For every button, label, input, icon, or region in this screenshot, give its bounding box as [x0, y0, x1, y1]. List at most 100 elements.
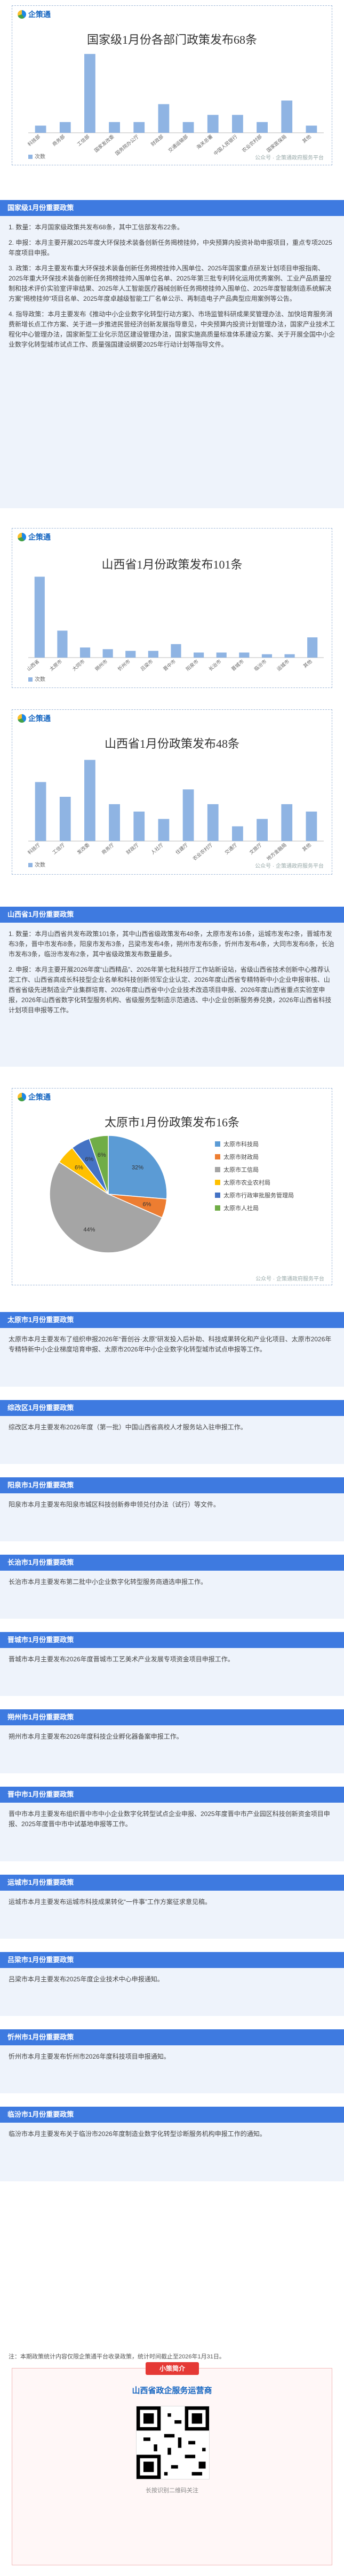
shanxi-48-bar-chart: 科技厅 工信厅 发改委 商务厅 财政厅 人社厅 住建厅 农业农村厅 交通厅 文旅厅 地方金融局 其他次…	[27, 759, 324, 869]
national-para-3: 3. 政策：本月主要发布重大环保技术装备创新任务揭榜挂帅入围单位、2025年国家…	[9, 265, 332, 302]
logo-icon	[18, 10, 26, 19]
x-tick-label: 财政部	[149, 133, 164, 147]
watermark: 公众号 · 企策通政府服务平台	[255, 862, 324, 869]
section-title-zonggai: 综改区1月份重要政策	[0, 1400, 344, 1416]
bar	[232, 115, 243, 133]
section-body-jinzhong: 晋中市本月主要发布组织晋中市中小企业数字化转型试点企业申报、2025年度晋中市产…	[0, 1803, 344, 1861]
bar	[182, 122, 194, 133]
pie-pct-label: 6%	[75, 1164, 83, 1171]
brand-logo: 企策通	[18, 532, 51, 542]
x-tick-label: 海关总署	[195, 133, 214, 150]
taiyuan-pie-chart: 32%6%44%6%6%6%太原市科技局太原市财政局太原市工信局太原市农业农村局…	[49, 1135, 324, 1282]
footer-note: 注：本期政策统计内容仅限企策通平台收录政策，统计时间截止至2026年1月31日。	[9, 2354, 225, 2360]
section-title-national: 国家级1月份重要政策	[0, 200, 344, 216]
x-tick-label: 国家医保局	[265, 133, 287, 153]
bar	[239, 652, 250, 658]
bar	[158, 819, 170, 841]
watermark: 公众号 · 企策通政府服务平台	[255, 1275, 324, 1282]
shanxi-48-chart-card: 企策通 山西省1月份政策发布48条 科技厅 工信厅 发改委 商务厅 财政厅 人社厅 住建厅农…	[12, 709, 332, 875]
bar	[281, 804, 293, 841]
brand-logo: 企策通	[18, 9, 51, 20]
legend-label: 太原市财政局	[223, 1153, 259, 1161]
bar	[306, 811, 317, 841]
legend-label: 太原市人社局	[223, 1204, 259, 1212]
legend-swatch	[215, 1193, 220, 1198]
bar	[232, 826, 243, 841]
x-tick-label: 国务院办公厅	[114, 133, 140, 156]
section-body-national: 1. 数量：本月国家级政策共发布68条，其中工信部发布22条。 2. 申报：本月…	[0, 216, 344, 508]
bar	[133, 122, 145, 133]
section-body-lvliang: 吕梁市本月主要发布2025年度企业技术中心申报通知。	[0, 1968, 344, 2016]
pie-slice	[108, 1135, 167, 1199]
section-body-shanxi: 1. 数量：本月山西省共发布政策101条，其中山西省级政策发布48条，太原市发布…	[0, 923, 344, 1067]
x-tick-label: 农业农村部	[241, 133, 263, 153]
section-title-jinzhong: 晋中市1月份重要政策	[0, 1787, 344, 1803]
chart-title: 太原市1月份政策发布16条	[104, 1116, 239, 1129]
x-tick-label: 太原市	[48, 658, 63, 672]
bar	[109, 122, 120, 133]
taiyuan-pie-card: 企策通 太原市1月份政策发布16条 32% 6% 44% 6% 6% 6% 太原市科技局 太原…	[12, 1088, 332, 1285]
legend-swatch	[28, 677, 33, 682]
x-tick-label: 阳泉市	[185, 658, 199, 672]
jinzhong-para: 晋中市本月主要发布组织晋中市中小企业数字化转型试点企业申报、2025年度晋中市产…	[9, 1810, 330, 1828]
legend-swatch	[28, 155, 33, 159]
x-tick-label: 商务部	[51, 133, 66, 147]
pie-pct-label: 6%	[85, 1156, 93, 1163]
x-tick-label: 国家发改委	[93, 133, 115, 153]
bar	[84, 759, 95, 841]
x-tick-label: 长治市	[207, 658, 222, 672]
bar	[194, 652, 204, 658]
x-tick-label: 工信厅	[51, 842, 66, 855]
section-body-taiyuan: 太原市本月主要发布了组织申报2026年“晋创谷·太原”研发投入后补助、科技成果转…	[0, 1328, 344, 1387]
zonggai-para: 综改区本月主要发布2026年度（第一批）中国山西省高校人才服务站入驻申报工作。	[9, 1423, 247, 1431]
watermark: 公众号 · 企策通政府服务平台	[255, 154, 324, 161]
yuncheng-para: 运城市本月主要发布运城市科技成果转化“一件事”工作方案征求意见稿。	[9, 1898, 211, 1906]
bar	[207, 115, 219, 133]
section-title-yangquan: 阳泉市1月份重要政策	[0, 1477, 344, 1493]
lvliang-para: 吕梁市本月主要发布2025年度企业技术中心申报通知。	[9, 1975, 164, 1983]
section-title-shuozhou: 朔州市1月份重要政策	[0, 1709, 344, 1725]
bar	[35, 782, 46, 841]
bar	[216, 652, 227, 658]
x-tick-label: 晋中市	[162, 658, 177, 672]
x-tick-label: 晋城市	[230, 658, 245, 672]
x-tick-label: 朔州市	[94, 658, 109, 672]
x-tick-label: 工信部	[76, 133, 91, 147]
section-body-yuncheng: 运城市本月主要发布运城市科技成果转化“一件事”工作方案征求意见稿。	[0, 1891, 344, 1939]
bar	[171, 644, 181, 658]
legend-label: 次数	[35, 861, 45, 868]
legend-swatch	[215, 1141, 220, 1147]
bar	[257, 122, 268, 133]
x-tick-label: 财政厅	[125, 842, 140, 855]
legend-label: 次数	[35, 676, 45, 683]
linfen-para: 临汾市本月主要发布关于临汾市2026年度制造业数字化转型诊断服务机构申报工作的通…	[9, 2130, 266, 2138]
x-tick-label: 其他	[301, 842, 312, 852]
legend-swatch	[28, 863, 33, 867]
section-title-xinzhou: 忻州市1月份重要政策	[0, 2029, 344, 2045]
bar	[158, 104, 170, 133]
x-tick-label: 中国人民银行	[212, 133, 238, 156]
chart-title: 国家级1月份各部门政策发布68条	[86, 33, 257, 46]
x-tick-label: 其他	[302, 658, 313, 669]
bar	[84, 54, 95, 133]
x-tick-label: 交通厅	[223, 842, 238, 855]
about-tag: 小策简介	[146, 2362, 199, 2375]
logo-icon	[18, 533, 26, 541]
legend-swatch	[215, 1154, 220, 1159]
x-tick-label: 吕梁市	[139, 658, 154, 672]
legend-label: 太原市行政审批服务管理局	[223, 1191, 294, 1199]
bar	[59, 797, 71, 841]
section-body-changzhi: 长治市本月主要发布第二批中小企业数字化转型服务商遴选申报工作。	[0, 1571, 344, 1619]
legend-label: 太原市农业农村局	[223, 1179, 270, 1186]
legend-label: 太原市工信局	[223, 1166, 259, 1173]
brand-logo: 企策通	[18, 713, 51, 724]
bar	[109, 804, 120, 841]
shanxi-para-2: 2. 申报：本月主要开展2026年度“山西精品”、2026年第七批科技厅工作站新…	[9, 966, 332, 1014]
qr-code[interactable]	[136, 2406, 210, 2479]
bar	[281, 100, 293, 133]
x-tick-label: 农业农村厅	[191, 842, 214, 861]
changzhi-para: 长治市本月主要发布第二批中小企业数字化转型服务商遴选申报工作。	[9, 1578, 207, 1586]
chart-title: 山西省1月份政策发布101条	[101, 558, 243, 571]
legend-swatch	[215, 1167, 220, 1172]
